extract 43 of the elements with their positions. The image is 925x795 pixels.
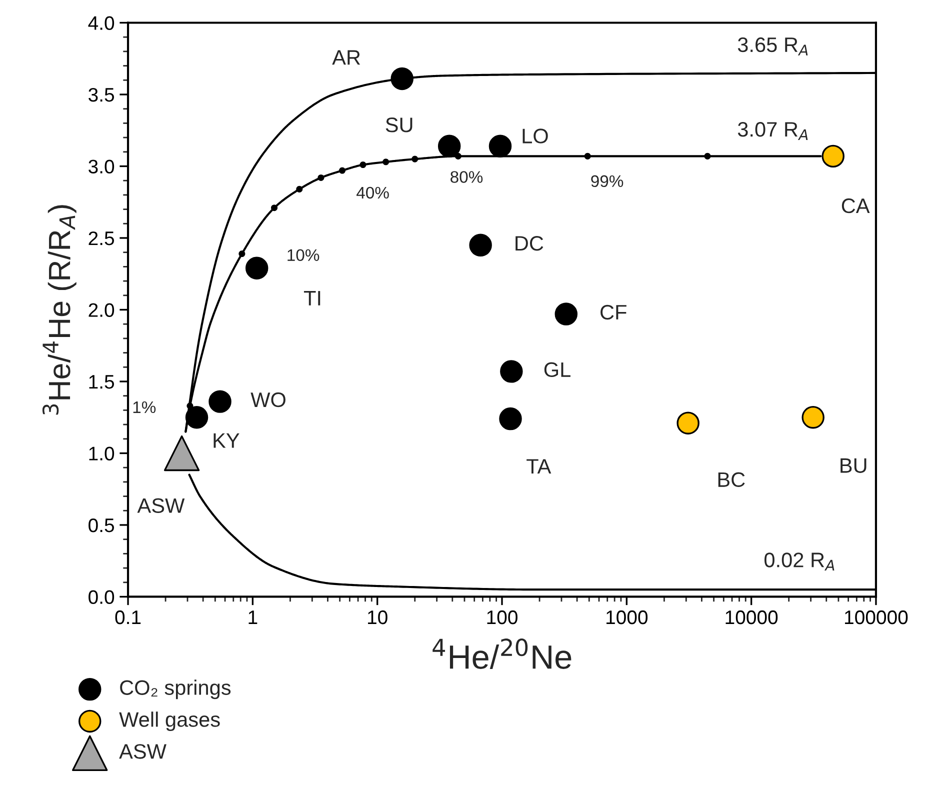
annotation: 3.07 R$_{A}$ — [738, 122, 808, 140]
y-tick-label: 3.0 — [88, 160, 114, 174]
y-tick-label: 1.0 — [89, 446, 114, 460]
y-tick-label: 2.5 — [88, 231, 114, 246]
annotation: TA — [526, 459, 552, 474]
annotation: BU — [840, 458, 866, 473]
x-tick-label: 1000 — [606, 610, 648, 624]
annotation: TI — [304, 291, 320, 306]
annotation: 10% — [288, 249, 320, 262]
y-tick-label: 4.0 — [88, 16, 114, 30]
annotation: SU — [386, 118, 412, 132]
annotation: 40% — [356, 186, 389, 199]
x-tick-label: 1 — [248, 610, 258, 624]
annotation: LO — [522, 128, 548, 144]
legend-label: ASW — [119, 744, 166, 759]
x-tick-label: 100000 — [845, 610, 908, 624]
annotation: ASW — [137, 498, 185, 513]
annotation: GL — [544, 362, 570, 378]
annotation: 80% — [450, 171, 483, 183]
x-tick-label: 100 — [487, 610, 518, 624]
annotation: 0.02 R$_{A}$ — [764, 552, 834, 571]
annotation: 3.65 R$_{A}$ — [738, 37, 808, 56]
x-tick-label: 10000 — [726, 610, 778, 624]
annotation: 1% — [133, 401, 156, 414]
annotation: CF — [600, 304, 626, 320]
y-axis-title: $^{3}$He/$^{4}$He (R/R$_{A}$) — [42, 205, 76, 415]
y-tick-label: 2.0 — [88, 303, 114, 317]
annotation: KY — [214, 433, 240, 448]
annotation: DC — [516, 236, 544, 251]
y-tick-label: 3.5 — [88, 88, 114, 102]
x-tick-label: 0.1 — [115, 610, 141, 624]
y-tick-label: 0.5 — [88, 518, 114, 532]
annotation: BC — [718, 472, 745, 488]
x-tick-label: 10 — [368, 610, 388, 624]
x-axis-title: $^{4}$He/$^{20}$Ne — [432, 638, 572, 669]
legend-label: Well gases — [119, 712, 220, 732]
y-tick-label: 0.0 — [88, 590, 114, 604]
annotation: WO — [250, 392, 286, 408]
annotation: AR — [332, 50, 360, 65]
annotation: 99% — [591, 175, 624, 188]
y-tick-label: 1.5 — [89, 375, 114, 389]
annotation: CA — [842, 198, 870, 214]
legend-label: CO₂ springs — [120, 680, 231, 700]
